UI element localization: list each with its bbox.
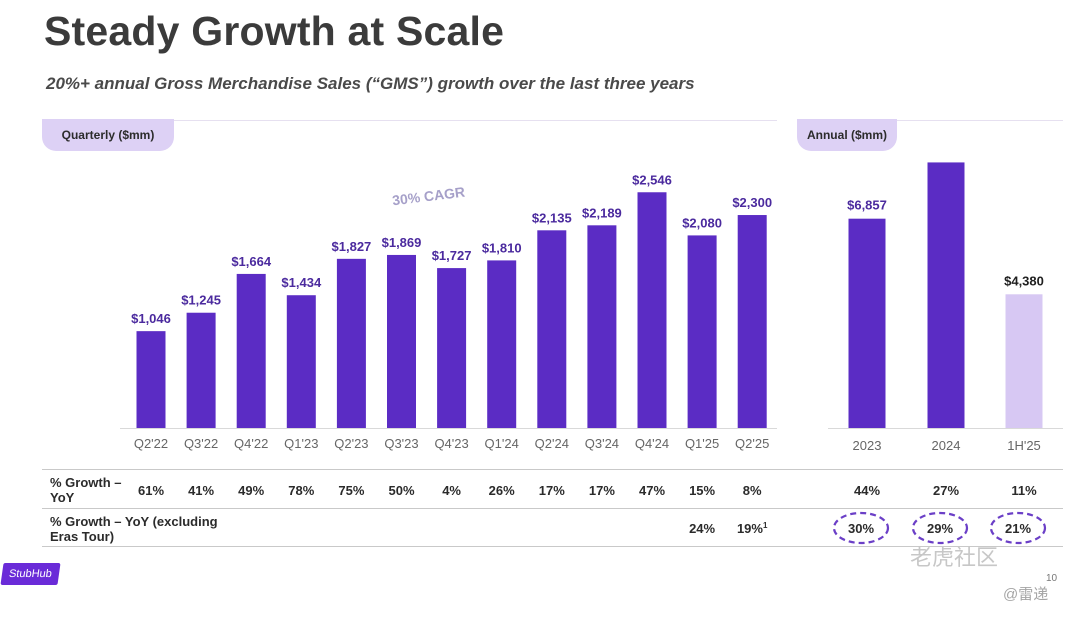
growth-yoy-value: 27%	[933, 483, 959, 498]
page-title: Steady Growth at Scale	[44, 8, 505, 54]
bar-quarterly	[437, 268, 467, 428]
watermark-subtext: @雷递	[1003, 586, 1049, 603]
bar-quarterly	[587, 225, 617, 428]
bar-value-label: $1,869	[382, 235, 422, 250]
footnote-marker: 1	[763, 521, 768, 530]
x-tick-label: Q1'23	[284, 436, 318, 451]
highlight-circle	[989, 511, 1047, 545]
bar-annual	[1005, 294, 1043, 428]
growth-yoy-value: 15%	[689, 483, 715, 498]
growth-yoy-value: 8%	[743, 483, 762, 498]
page-number: 10	[1046, 573, 1058, 584]
highlight-circle	[911, 511, 969, 545]
x-tick-label: Q2'24	[535, 436, 569, 451]
growth-yoy-value: 41%	[188, 483, 214, 498]
bar-value-label: $6,857	[847, 198, 887, 213]
growth-yoy-value: 17%	[589, 483, 615, 498]
growth-ex-eras-value: 30%	[848, 521, 874, 536]
table-rule-middle	[42, 508, 1063, 509]
growth-yoy-value: 50%	[388, 483, 414, 498]
growth-row-label: % Growth – YoY	[50, 475, 122, 505]
bar-value-label: $2,300	[732, 195, 772, 210]
growth-ex-eras-value: 24%	[689, 521, 715, 536]
growth-yoy-value: 4%	[442, 483, 461, 498]
bar-quarterly	[487, 260, 517, 428]
x-tick-label: Q4'24	[635, 436, 669, 451]
x-tick-label: Q2'25	[735, 436, 769, 451]
growth-yoy-value: 17%	[539, 483, 565, 498]
x-tick-label: Q3'23	[384, 436, 418, 451]
bar-value-label: $1,727	[432, 248, 472, 263]
bar-value-label: $1,810	[482, 240, 522, 255]
highlight-circle	[832, 511, 890, 545]
growth-yoy-value: 44%	[854, 483, 880, 498]
x-tick-label: Q2'22	[134, 436, 168, 451]
watermark-text: 老虎社区	[910, 545, 999, 570]
bar-annual	[848, 218, 886, 428]
bar-value-label: $1,827	[332, 239, 372, 254]
x-tick-label: 2023	[853, 438, 882, 453]
growth-yoy-value: 75%	[338, 483, 364, 498]
growth-yoy-value: 11%	[1011, 483, 1037, 498]
quarterly-header-pill: Quarterly ($mm)	[42, 119, 174, 151]
bar-value-label: $2,189	[582, 205, 622, 220]
growth-yoy-value: 61%	[138, 483, 164, 498]
bar-value-label: $4,380	[1004, 273, 1044, 288]
growth-yoy-value: 26%	[489, 483, 515, 498]
growth-ex-eras-value: 21%	[1005, 521, 1031, 536]
x-tick-label: Q3'24	[585, 436, 619, 451]
bar-quarterly	[637, 192, 667, 428]
bar-value-label: $1,245	[181, 293, 221, 308]
bar-quarterly	[336, 258, 366, 428]
annual-header-pill: Annual ($mm)	[797, 119, 897, 151]
x-tick-label: 1H'25	[1007, 438, 1041, 453]
bar-annual	[927, 162, 965, 428]
x-tick-label: Q1'25	[685, 436, 719, 451]
stubhub-logo: StubHub	[0, 563, 61, 585]
x-tick-label: Q1'24	[485, 436, 519, 451]
table-rule-top	[42, 469, 1063, 470]
growth-ex-eras-value: 19%1	[737, 521, 768, 536]
x-tick-label: 2024	[932, 438, 961, 453]
bar-quarterly	[286, 295, 316, 428]
bar-quarterly	[687, 235, 717, 428]
bar-quarterly	[537, 230, 567, 428]
x-tick-label: Q4'22	[234, 436, 268, 451]
bar-value-label: $2,080	[682, 215, 722, 230]
bar-value-label: $1,664	[231, 254, 272, 269]
x-tick-label: Q2'23	[334, 436, 368, 451]
growth-ex-eras-row-label: % Growth – YoY (excluding Eras Tour)	[50, 514, 218, 544]
bar-value-label: $1,434	[281, 275, 322, 290]
page-subtitle: 20%+ annual Gross Merchandise Sales (“GM…	[46, 74, 695, 93]
growth-yoy-value: 47%	[639, 483, 665, 498]
x-tick-label: Q4'23	[434, 436, 468, 451]
growth-yoy-value: 49%	[238, 483, 264, 498]
bar-value-label: $2,546	[632, 172, 672, 187]
bar-quarterly	[186, 312, 216, 428]
growth-yoy-value: 78%	[288, 483, 314, 498]
bar-value-label: $2,135	[532, 210, 572, 225]
growth-ex-eras-value: 29%	[927, 521, 953, 536]
quarterly-panel-rule	[42, 120, 777, 121]
bar-value-label: $1,046	[131, 311, 171, 326]
x-tick-label: Q3'22	[184, 436, 218, 451]
bar-quarterly	[737, 215, 767, 428]
bar-quarterly	[136, 331, 166, 428]
annual-panel-rule	[797, 120, 1063, 121]
bar-quarterly	[387, 254, 416, 428]
bar-quarterly	[236, 273, 266, 428]
table-rule-bottom	[42, 546, 1063, 547]
